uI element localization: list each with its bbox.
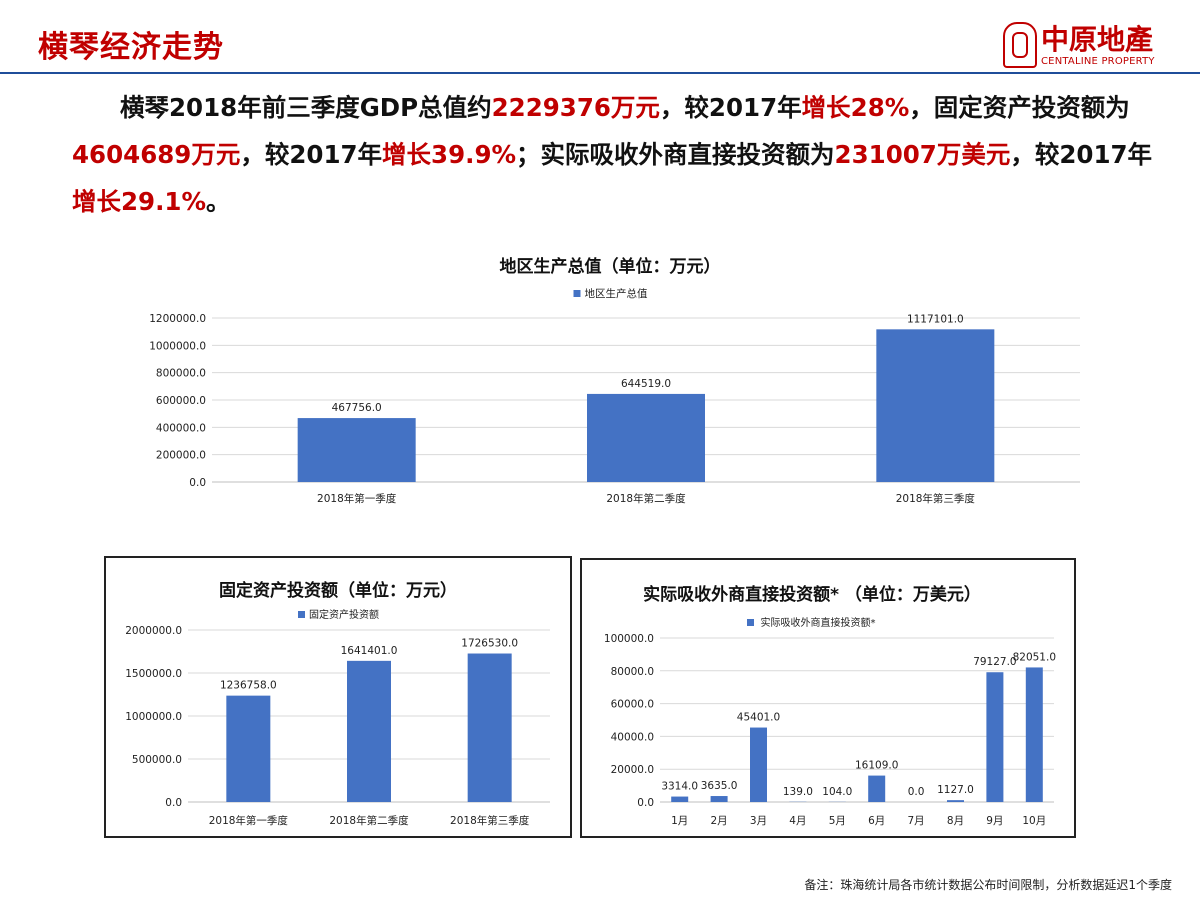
x-category-label: 1月 <box>671 815 688 827</box>
summary-highlight: 4604689万元 <box>72 140 241 169</box>
x-category-label: 5月 <box>829 815 846 827</box>
y-tick-label: 2000000.0 <box>125 625 182 637</box>
header-divider <box>0 72 1200 74</box>
data-label: 1726530.0 <box>461 638 518 650</box>
summary-text: 。 <box>206 187 231 216</box>
summary-highlight: 231007万美元 <box>834 140 1011 169</box>
y-tick-label: 800000.0 <box>156 368 206 380</box>
legend-swatch <box>573 290 581 297</box>
bar <box>467 653 512 802</box>
summary-text: 横琴2018年前三季度GDP总值约 <box>120 93 492 122</box>
x-category-label: 2018年第一季度 <box>209 814 289 827</box>
y-tick-label: 1500000.0 <box>125 668 182 680</box>
y-tick-label: 1200000.0 <box>149 313 206 325</box>
x-category-label: 2018年第二季度 <box>329 814 409 827</box>
gdp-chart-panel: 地区生产总值（单位：万元） 地区生产总值 0.0 200000.0 400000.0 60… <box>120 240 1100 525</box>
data-label: 16109.0 <box>855 760 898 772</box>
bar <box>986 672 1004 802</box>
summary-text: ；实际吸收外商直接投资额为 <box>516 140 835 169</box>
page-title: 横琴经济走势 <box>38 30 224 65</box>
gdp-chart: 地区生产总值（单位：万元） 地区生产总值 0.0 200000.0 400000.0 60… <box>149 256 1080 505</box>
y-tick-label: 100000.0 <box>604 633 654 645</box>
x-category-label: 6月 <box>868 815 885 827</box>
y-tick-label: 600000.0 <box>156 395 206 407</box>
data-label: 79127.0 <box>973 656 1016 668</box>
data-label: 1127.0 <box>937 784 974 796</box>
data-label: 644519.0 <box>621 378 671 390</box>
legend-swatch <box>747 619 754 626</box>
summary-text: ，固定资产投资额为 <box>909 93 1130 122</box>
y-tick-label: 20000.0 <box>611 764 654 776</box>
y-tick-label: 0.0 <box>189 477 206 489</box>
x-category-label: 2月 <box>711 815 728 827</box>
bar <box>750 727 767 802</box>
x-category-label: 2018年第二季度 <box>606 492 686 505</box>
y-tick-label: 60000.0 <box>611 699 654 711</box>
summary-highlight: 增长28% <box>801 93 910 122</box>
x-category-label: 2018年第三季度 <box>896 492 976 505</box>
data-label: 0.0 <box>908 786 925 798</box>
y-tick-label: 400000.0 <box>156 422 206 434</box>
fdi-chart-panel: 实际吸收外商直接投资额* （单位：万美元） 实际吸收外商直接投资额* 0.0 2000… <box>580 558 1076 838</box>
fdi-chart: 实际吸收外商直接投资额* （单位：万美元） 实际吸收外商直接投资额* 0.0 2000… <box>604 584 1056 827</box>
y-tick-label: 80000.0 <box>611 666 654 678</box>
y-tick-label: 40000.0 <box>611 731 654 743</box>
bar <box>868 775 886 802</box>
data-label: 139.0 <box>783 786 813 798</box>
x-category-label: 8月 <box>947 815 964 827</box>
bar <box>876 329 995 482</box>
chart-title: 固定资产投资额（单位：万元） <box>219 580 457 601</box>
data-label: 1641401.0 <box>341 645 398 657</box>
legend-label: 实际吸收外商直接投资额* <box>761 616 876 629</box>
data-label: 467756.0 <box>332 402 382 414</box>
x-category-label: 3月 <box>750 815 767 827</box>
summary-text: ，较2017年 <box>1010 140 1153 169</box>
x-category-label: 7月 <box>908 815 925 827</box>
y-tick-label: 200000.0 <box>156 450 206 462</box>
legend-swatch <box>298 611 305 618</box>
summary-highlight: 2229376万元 <box>491 93 660 122</box>
bar <box>1025 667 1043 802</box>
summary-text: ，较2017年 <box>240 140 383 169</box>
footnote: 备注：珠海统计局各市统计数据公布时间限制，分析数据延迟1个季度 <box>804 878 1172 892</box>
logo-chinese-name: 中原地產 <box>1041 23 1154 56</box>
data-label: 82051.0 <box>1013 651 1056 663</box>
logo-english-name: CENTALINE PROPERTY <box>1041 56 1155 67</box>
summary-text: ，较2017年 <box>659 93 802 122</box>
bar <box>587 393 705 482</box>
company-logo: 中原地產 CENTALINE PROPERTY <box>1003 18 1173 70</box>
y-tick-label: 500000.0 <box>132 754 182 766</box>
chart-title: 实际吸收外商直接投资额* （单位：万美元） <box>643 584 981 605</box>
data-label: 45401.0 <box>737 712 780 724</box>
y-tick-label: 1000000.0 <box>125 711 182 723</box>
data-label: 3314.0 <box>661 781 698 793</box>
y-tick-label: 0.0 <box>165 797 182 809</box>
bar <box>710 796 728 802</box>
fixed-investment-chart: 固定资产投资额（单位：万元） 固定资产投资额 0.0 500000.0 1000000.… <box>125 580 550 827</box>
bar <box>947 800 964 802</box>
x-category-label: 2018年第一季度 <box>317 492 397 505</box>
summary-highlight: 增长29.1% <box>72 187 206 216</box>
x-category-label: 10月 <box>1022 815 1046 827</box>
y-tick-label: 1000000.0 <box>149 340 206 352</box>
legend-label: 地区生产总值 <box>585 287 648 300</box>
x-category-label: 9月 <box>986 815 1003 827</box>
data-label: 104.0 <box>822 786 852 798</box>
x-category-label: 4月 <box>789 815 806 827</box>
summary-paragraph: 横琴2018年前三季度GDP总值约2229376万元，较2017年增长28%，固… <box>72 84 1162 225</box>
x-category-label: 2018年第三季度 <box>450 814 530 827</box>
logo-emblem-icon <box>1003 22 1037 68</box>
y-tick-label: 0.0 <box>637 797 654 809</box>
chart-title: 地区生产总值（单位：万元） <box>500 256 721 277</box>
data-label: 3635.0 <box>701 780 738 792</box>
legend-label: 固定资产投资额 <box>309 608 379 621</box>
data-label: 1117101.0 <box>907 313 964 325</box>
bar <box>347 660 391 802</box>
bar <box>671 796 689 802</box>
fixed-investment-chart-panel: 固定资产投资额（单位：万元） 固定资产投资额 0.0 500000.0 1000000.… <box>104 556 572 838</box>
bar <box>297 418 416 482</box>
summary-highlight: 增长39.9% <box>382 140 517 169</box>
bar <box>226 695 271 802</box>
data-label: 1236758.0 <box>220 680 277 692</box>
